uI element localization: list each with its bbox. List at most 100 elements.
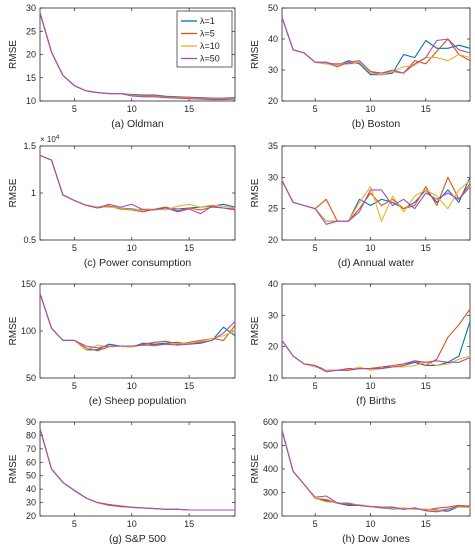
y-tick-label: 0.5 — [23, 235, 36, 245]
x-tick-label: 10 — [127, 104, 137, 114]
x-tick-label: 5 — [313, 381, 318, 391]
chart-panel-7: 5 10 15 20 30 40 50 60 70 80 90 RMSE (g) S&P 500 — [8, 417, 236, 545]
y-tick-label: 50 — [26, 373, 36, 383]
panel-caption: (e) Sheep population — [89, 395, 187, 407]
plot-area — [281, 283, 471, 379]
legend-box — [176, 10, 233, 68]
series-line-50 — [39, 154, 236, 215]
y-tick-label: 20 — [26, 511, 36, 521]
y-tick-label: 1 — [31, 188, 36, 198]
x-tick-label: 15 — [184, 104, 194, 114]
y-tick-label: 20 — [268, 342, 278, 352]
panel-caption: (d) Annual water — [338, 257, 415, 269]
legend-label: λ=10 — [200, 41, 220, 51]
y-axis-label: RMSE — [8, 316, 19, 345]
series-line-50 — [281, 339, 471, 373]
legend-label: λ=5 — [200, 29, 215, 39]
y-tick-label: 35 — [268, 141, 278, 151]
chart-panel-4: 5 10 15 20 25 30 35 RMSE (d) Annual water — [250, 141, 471, 269]
y-tick-label: 80 — [26, 430, 36, 440]
series-line-50 — [39, 292, 236, 349]
plot-area — [39, 421, 236, 517]
y-tick-label: 30 — [268, 172, 278, 182]
x-tick-label: 15 — [421, 243, 431, 253]
y-tick-label: 200 — [263, 511, 278, 521]
panel-caption: (h) Dow Jones — [342, 533, 410, 545]
y-tick-label: 25 — [268, 204, 278, 214]
y-axis-label: RMSE — [250, 316, 261, 345]
y-tick-label: 40 — [268, 34, 278, 44]
plot-area — [39, 283, 236, 379]
plot-area — [39, 145, 236, 241]
legend-label: λ=1 — [200, 16, 215, 26]
y-tick-label: 30 — [26, 498, 36, 508]
series-line-50 — [39, 12, 236, 101]
x-tick-label: 5 — [72, 104, 77, 114]
legend-label: λ=50 — [200, 54, 220, 64]
y-axis-label: RMSE — [8, 40, 19, 69]
chart-panel-2: 5 10 15 20 30 40 50 RMSE (b) Boston — [250, 3, 471, 130]
y-tick-label: 10 — [268, 373, 278, 383]
chart-panel-3: 5 10 15 0.5 1 1.5 RMSE × 104 (c) Power consumpti… — [8, 134, 236, 269]
panel-caption: (a) Oldman — [111, 118, 164, 130]
x-tick-label: 15 — [184, 519, 194, 529]
y-tick-label: 30 — [268, 310, 278, 320]
panel-caption: (g) S&P 500 — [109, 533, 166, 545]
x-tick-label: 15 — [421, 104, 431, 114]
x-tick-label: 5 — [313, 243, 318, 253]
legend: λ=1 λ=5 λ=10 λ=50 — [176, 10, 233, 68]
plot-area — [281, 7, 471, 102]
y-tick-label: 500 — [263, 441, 278, 451]
axis-exponent-base: × 10 — [40, 135, 56, 144]
x-tick-label: 5 — [72, 381, 77, 391]
y-tick-label: 20 — [268, 235, 278, 245]
y-tick-label: 50 — [26, 471, 36, 481]
y-tick-label: 90 — [26, 417, 36, 427]
axis-exponent-power: 4 — [56, 134, 60, 141]
chart-panel-6: 5 10 15 10 20 30 40 RMSE (f) Births — [250, 279, 471, 407]
y-tick-label: 150 — [21, 279, 36, 289]
y-tick-label: 100 — [21, 326, 36, 336]
y-tick-label: 15 — [26, 73, 36, 83]
y-tick-label: 40 — [26, 484, 36, 494]
panel-caption: (f) Births — [356, 395, 396, 407]
y-tick-label: 50 — [268, 3, 278, 13]
x-tick-label: 5 — [72, 519, 77, 529]
chart-panel-5: 5 10 15 50 100 150 RMSE (e) Sheep population — [8, 279, 236, 407]
x-tick-label: 10 — [365, 519, 375, 529]
y-tick-label: 1.5 — [23, 141, 36, 151]
y-axis-label: RMSE — [8, 454, 19, 483]
chart-panel-8: 5 10 15 200 300 400 500 600 RMSE (h) Dow Jones — [250, 417, 471, 545]
y-tick-label: 70 — [26, 444, 36, 454]
x-tick-label: 15 — [184, 381, 194, 391]
axis-exponent: × 104 — [40, 134, 60, 144]
y-tick-label: 300 — [263, 488, 278, 498]
x-tick-label: 15 — [421, 519, 431, 529]
x-tick-label: 5 — [313, 104, 318, 114]
x-tick-label: 15 — [184, 243, 194, 253]
x-tick-label: 10 — [365, 104, 375, 114]
y-axis-label: RMSE — [8, 178, 19, 207]
y-tick-label: 600 — [263, 417, 278, 427]
y-axis-label: RMSE — [250, 40, 261, 69]
series-line-50 — [281, 179, 471, 225]
x-tick-label: 5 — [313, 519, 318, 529]
series-line-50 — [39, 428, 236, 511]
series-line-10 — [281, 339, 471, 371]
x-tick-label: 10 — [127, 243, 137, 253]
x-tick-label: 15 — [421, 381, 431, 391]
panel-caption: (b) Boston — [352, 118, 401, 130]
x-tick-label: 10 — [365, 381, 375, 391]
panel-caption: (c) Power consumption — [84, 257, 192, 269]
x-tick-label: 10 — [127, 381, 137, 391]
series-line-50 — [281, 429, 471, 513]
series-line-50 — [281, 16, 471, 74]
y-tick-label: 20 — [268, 96, 278, 106]
y-axis-label: RMSE — [250, 178, 261, 207]
y-axis-label: RMSE — [250, 454, 261, 483]
y-tick-label: 30 — [268, 65, 278, 75]
y-tick-label: 25 — [26, 26, 36, 36]
x-tick-label: 5 — [72, 243, 77, 253]
